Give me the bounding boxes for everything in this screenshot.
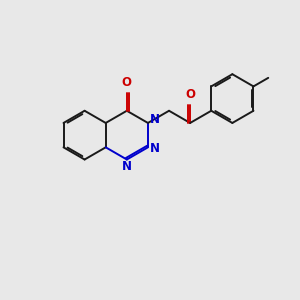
Text: O: O xyxy=(122,76,132,89)
Text: N: N xyxy=(150,113,161,127)
Text: N: N xyxy=(150,142,161,155)
Text: N: N xyxy=(122,160,132,173)
Text: O: O xyxy=(185,88,195,101)
